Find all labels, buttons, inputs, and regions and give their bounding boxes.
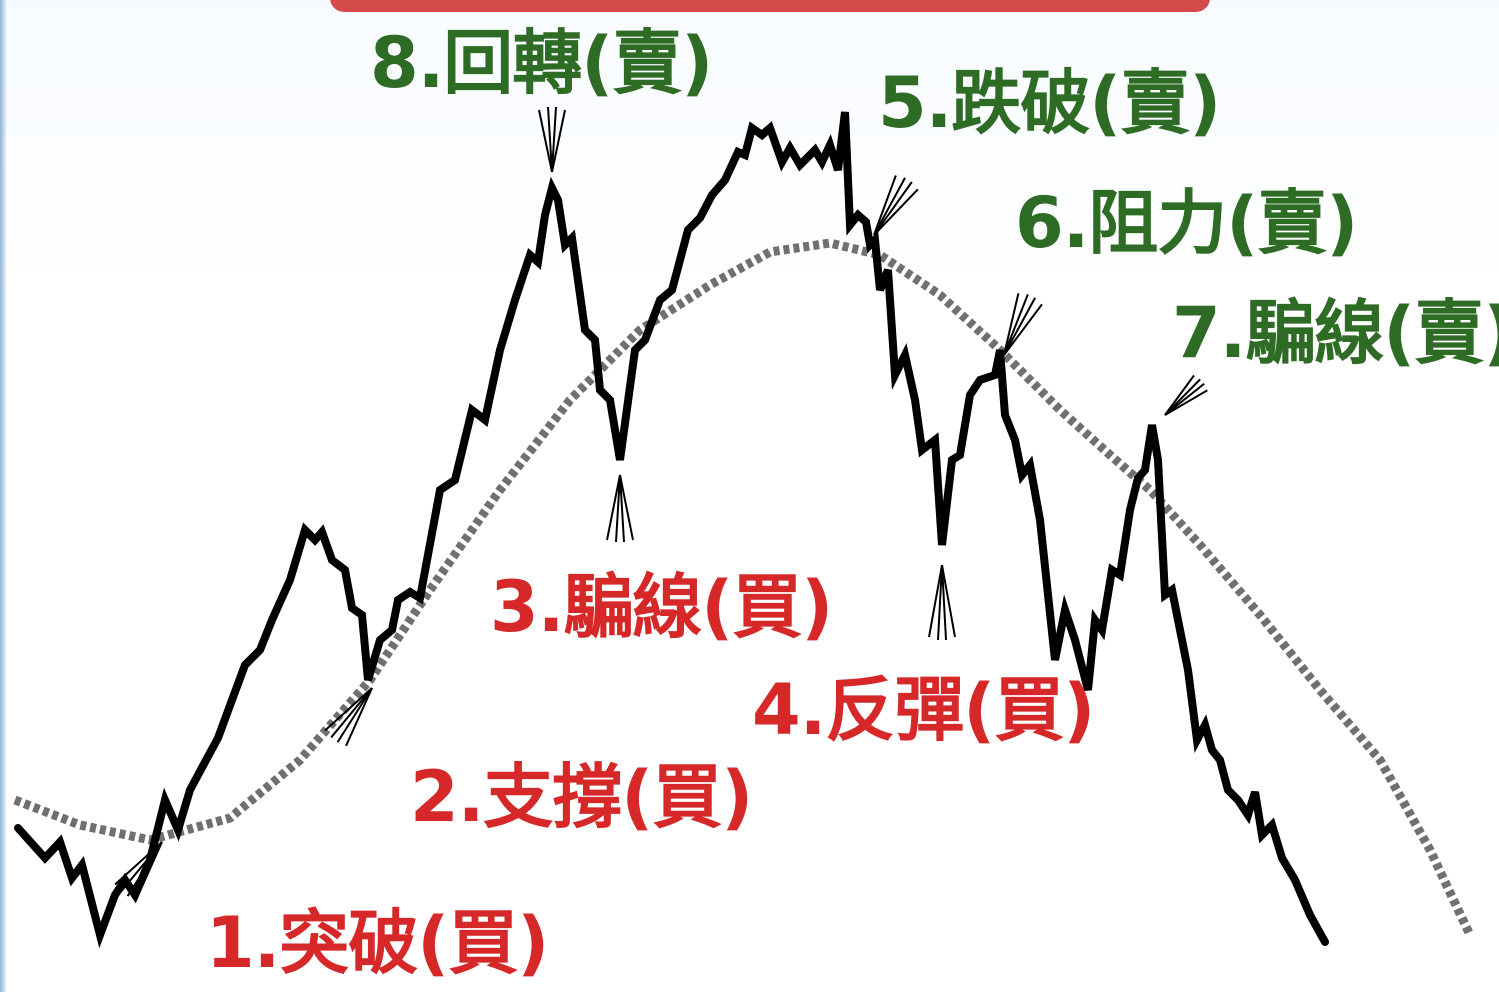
label-fake-signal-buy: 3.騙線(買) (490, 566, 833, 648)
cropped-title-banner (330, 0, 1210, 12)
arrow-2 (324, 687, 373, 747)
label-reversal-sell: 8.回轉(賣) (370, 22, 713, 104)
arrow-3 (606, 474, 634, 543)
label-support-buy: 2.支撐(買) (410, 756, 753, 838)
label-breakdown-sell: 5.跌破(賣) (878, 62, 1221, 144)
arrow-5 (873, 175, 919, 236)
arrow-7 (1164, 374, 1208, 416)
window-edge (0, 0, 6, 992)
arrow-1 (114, 841, 163, 901)
label-fake-signal-sell: 7.騙線(賣) (1172, 292, 1499, 374)
arrow-4 (928, 564, 956, 641)
label-resistance-sell: 6.阻力(賣) (1015, 182, 1358, 264)
arrow-6 (1003, 293, 1043, 356)
moving-average-line (13, 238, 1475, 937)
arrow-8 (538, 106, 566, 173)
label-breakout-buy: 1.突破(買) (206, 902, 549, 984)
label-rebound-buy: 4.反彈(買) (752, 669, 1095, 751)
price-line (14, 111, 1329, 949)
